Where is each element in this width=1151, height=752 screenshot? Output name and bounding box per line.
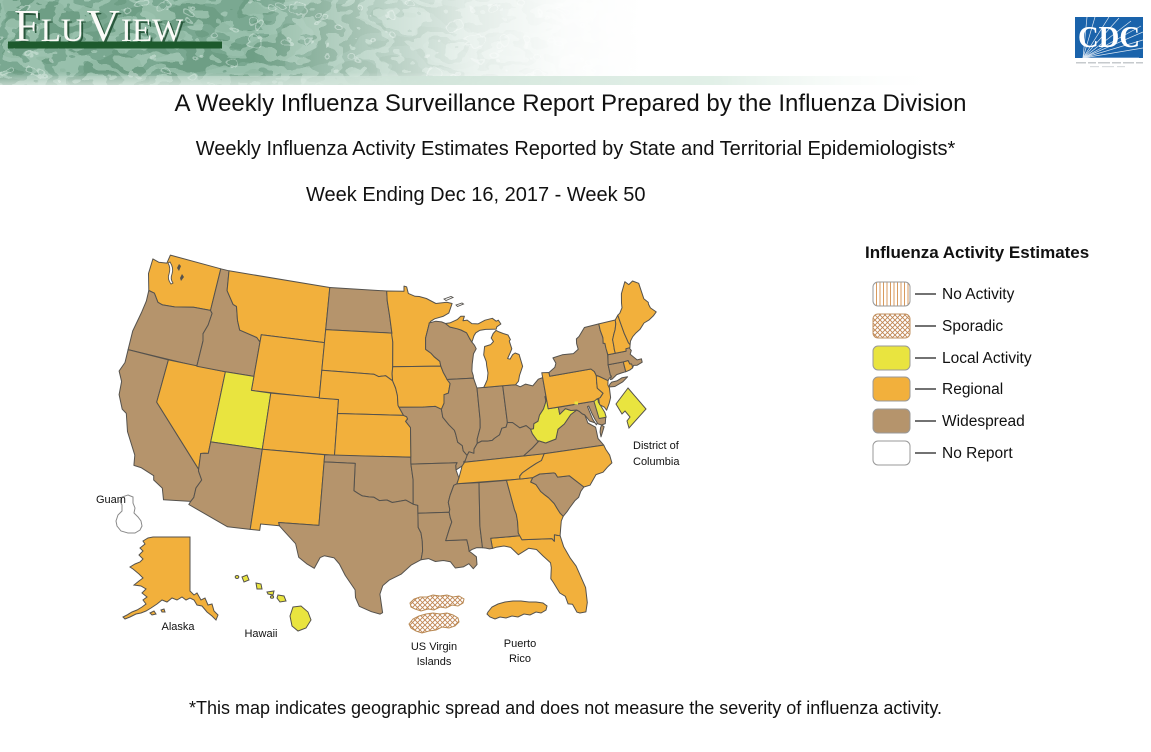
- svg-text:Columbia: Columbia: [633, 456, 680, 468]
- svg-text:CDC: CDC: [1078, 19, 1140, 54]
- svg-text:No Report: No Report: [942, 445, 1013, 462]
- svg-text:Islands: Islands: [417, 656, 452, 668]
- svg-text:Puerto: Puerto: [504, 638, 536, 650]
- svg-text:US Virgin: US Virgin: [411, 641, 457, 653]
- svg-text:Hawaii: Hawaii: [244, 628, 277, 640]
- svg-text:Alaska: Alaska: [161, 621, 195, 633]
- svg-text:No Activity: No Activity: [942, 286, 1015, 303]
- svg-text:Local Activity: Local Activity: [942, 350, 1032, 367]
- svg-text:District of: District of: [633, 440, 680, 452]
- svg-text:Guam: Guam: [96, 494, 126, 506]
- svg-text:Widespread: Widespread: [942, 413, 1025, 430]
- svg-text:Influenza Activity Estimates: Influenza Activity Estimates: [865, 243, 1089, 262]
- svg-text:Sporadic: Sporadic: [942, 318, 1003, 335]
- svg-text:Rico: Rico: [509, 653, 531, 665]
- svg-text:FLUVIEW: FLUVIEW: [14, 0, 184, 51]
- svg-text:Regional: Regional: [942, 381, 1003, 398]
